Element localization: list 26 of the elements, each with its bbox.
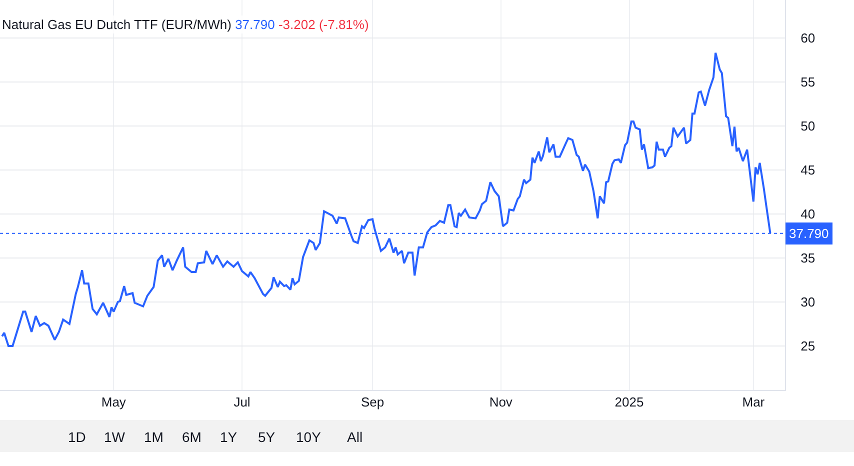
text: 5Y <box>258 429 276 445</box>
text: Natural Gas EU Dutch TTF (EUR/MWh) <box>2 17 232 32</box>
text: 1M <box>144 429 164 445</box>
y-tick-label: 50 <box>800 118 816 134</box>
y-tick-label: 60 <box>800 30 816 46</box>
y-tick-label: 25 <box>800 338 816 354</box>
x-tick-label: Nov <box>489 394 513 410</box>
text: 1Y <box>220 429 238 445</box>
y-tick-label: 35 <box>800 250 816 266</box>
text: All <box>347 429 363 445</box>
y-tick-label: 45 <box>800 162 816 178</box>
text: 10Y <box>296 429 322 445</box>
x-tick-label: Jul <box>234 394 250 410</box>
text: 6M <box>182 429 202 445</box>
y-tick-label: 30 <box>800 294 816 310</box>
x-tick-label: 2025 <box>614 394 644 410</box>
x-tick-label: Mar <box>742 394 766 410</box>
ref-line-label: 37.790 <box>789 226 829 241</box>
text: 1W <box>104 429 126 445</box>
text: 1D <box>68 429 86 445</box>
x-tick-label: Sep <box>360 394 384 410</box>
x-tick-label: May <box>101 394 126 410</box>
y-tick-label: 55 <box>800 74 816 90</box>
annotation: 37.790 <box>235 17 275 32</box>
y-tick-label: 40 <box>800 206 816 222</box>
annotation: -3.202 (-7.81%) <box>278 17 369 32</box>
